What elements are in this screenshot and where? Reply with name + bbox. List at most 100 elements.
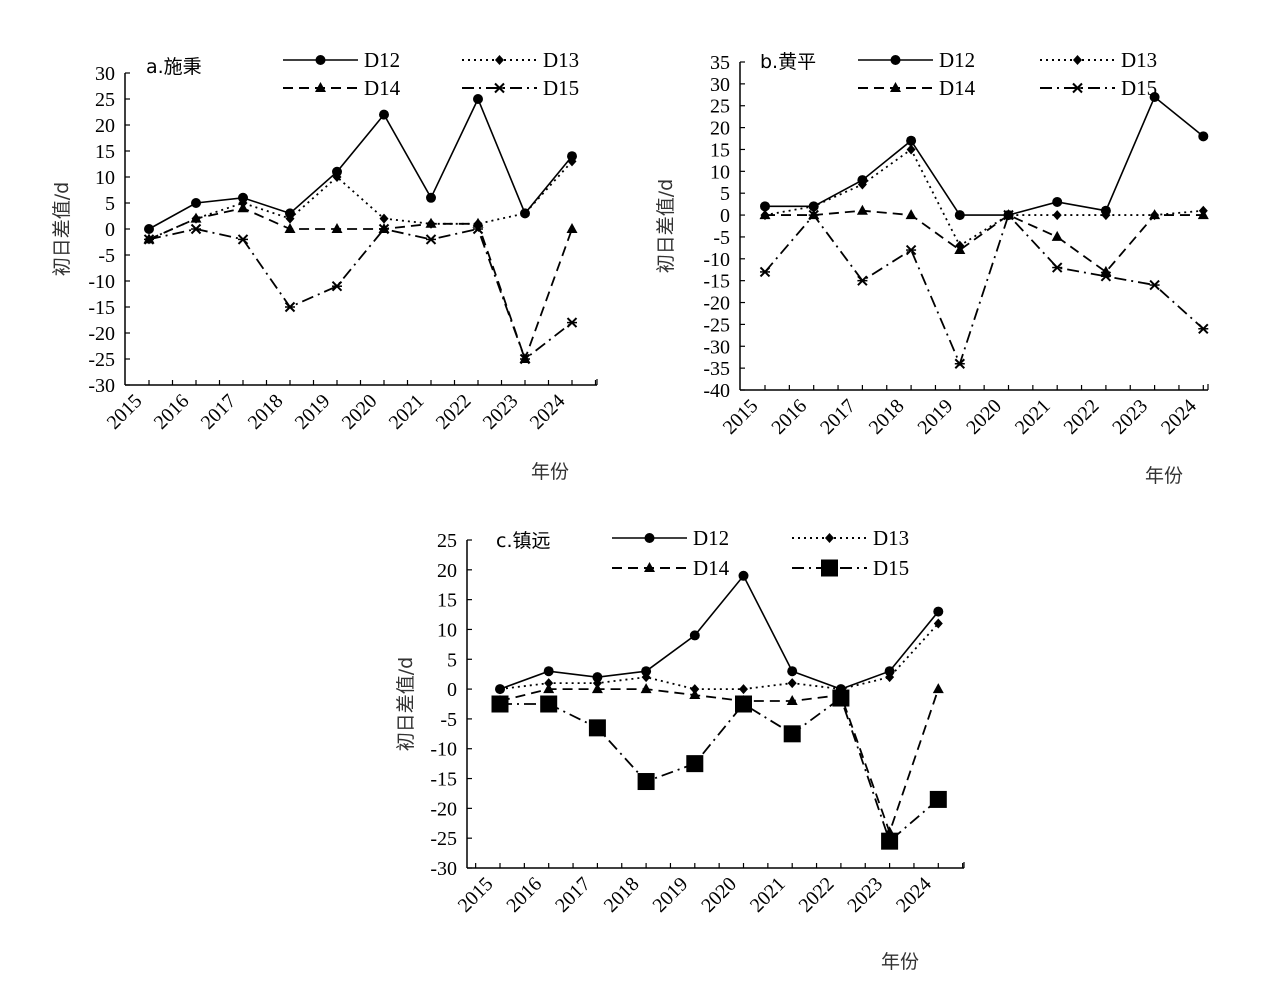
legend-marker	[890, 82, 901, 92]
x-tick-label: 2022	[1060, 395, 1104, 439]
data-point	[735, 695, 752, 713]
data-point	[641, 666, 652, 677]
data-point	[809, 201, 819, 212]
legend-item-D15: D15	[462, 76, 579, 100]
data-point	[331, 223, 343, 233]
y-tick-label: 0	[720, 205, 730, 227]
x-tick-label: 2021	[1011, 395, 1055, 439]
data-point	[472, 223, 484, 235]
y-tick-label: -20	[703, 293, 730, 315]
legend-label: D15	[543, 76, 579, 100]
x-axis-title: 年份	[881, 951, 919, 973]
series-line	[148, 207, 573, 362]
x-tick-label: 2019	[913, 395, 957, 439]
data-point	[881, 832, 899, 850]
legend-marker	[1072, 82, 1083, 94]
data-point	[519, 353, 531, 365]
data-point	[191, 198, 201, 208]
y-tick-label: 15	[95, 141, 115, 163]
data-point	[1051, 262, 1063, 273]
x-tick-label: 2018	[600, 873, 644, 917]
legend-marker	[494, 82, 505, 94]
x-tick-label: 2024	[526, 390, 570, 434]
x-tick-label: 2019	[648, 873, 692, 917]
legend-item-D14: D14	[283, 76, 401, 100]
data-point	[689, 630, 700, 641]
y-tick-label: 25	[710, 96, 730, 118]
y-tick-label: -25	[430, 828, 457, 850]
series-D15	[491, 689, 947, 850]
legend-marker	[821, 559, 838, 577]
data-point	[332, 166, 342, 177]
data-point	[588, 719, 606, 737]
legend-marker	[315, 55, 326, 65]
y-tick-label: 35	[710, 52, 730, 74]
legend-item-D14: D14	[612, 556, 730, 580]
data-point	[787, 678, 797, 689]
series-D14	[143, 202, 578, 363]
data-point	[1198, 323, 1209, 334]
legend-item-D13: D13	[792, 526, 909, 550]
y-tick-label: -5	[713, 227, 730, 249]
legend-marker	[644, 562, 655, 572]
legend-marker	[825, 533, 834, 543]
x-tick-label: 2020	[697, 873, 741, 917]
data-point	[473, 94, 483, 104]
y-tick-label: 5	[105, 193, 115, 215]
x-tick-label: 2017	[816, 395, 860, 439]
series-line	[499, 688, 940, 835]
y-tick-label: 15	[710, 139, 730, 161]
y-tick-label: -30	[88, 375, 115, 397]
data-point	[284, 223, 296, 233]
x-tick-label: 2020	[962, 395, 1006, 439]
x-tick-label: 2016	[150, 390, 194, 434]
x-tick-label: 2024	[1157, 395, 1201, 439]
y-tick-label: -25	[703, 314, 730, 336]
data-point	[567, 151, 577, 162]
y-tick-label: 10	[95, 167, 115, 189]
series-line	[765, 209, 1204, 274]
legend-marker	[315, 82, 326, 92]
data-point	[567, 156, 577, 167]
series-line	[765, 95, 1204, 216]
x-tick-label: 2016	[502, 873, 546, 917]
data-point	[787, 666, 798, 677]
series-D13	[144, 156, 577, 245]
y-tick-label: -15	[88, 297, 115, 319]
panel-title: a.施秉	[146, 56, 202, 78]
data-point	[857, 275, 868, 286]
data-point	[495, 684, 505, 695]
data-point	[190, 223, 202, 235]
legend-label: D15	[1121, 76, 1157, 100]
x-tick-label: 2020	[338, 390, 382, 434]
legend-label: D13	[873, 526, 909, 550]
series-D15	[759, 209, 1209, 369]
x-tick-label: 2015	[454, 873, 498, 917]
data-point	[285, 208, 295, 219]
data-point	[238, 192, 248, 203]
y-tick-label: 30	[95, 63, 115, 85]
data-point	[856, 204, 868, 215]
data-point	[285, 213, 295, 224]
y-tick-label: -5	[440, 709, 457, 731]
data-point	[426, 192, 436, 203]
legend-label: D14	[364, 76, 401, 100]
legend-label: D13	[1121, 48, 1157, 72]
legend-item-D15: D15	[792, 556, 909, 580]
y-axis-title: 初日差值/d	[655, 179, 677, 273]
series-D15	[143, 223, 578, 365]
data-point	[540, 695, 558, 713]
x-tick-label: 2021	[746, 873, 790, 917]
y-tick-label: -35	[703, 358, 730, 380]
data-point	[379, 213, 389, 224]
y-tick-label: 0	[105, 219, 115, 241]
series-line	[499, 574, 939, 690]
series-D13	[495, 618, 943, 695]
data-point	[739, 684, 748, 695]
data-point	[237, 202, 249, 213]
x-tick-label: 2021	[385, 390, 429, 434]
data-point	[566, 223, 578, 233]
data-point	[885, 672, 895, 683]
